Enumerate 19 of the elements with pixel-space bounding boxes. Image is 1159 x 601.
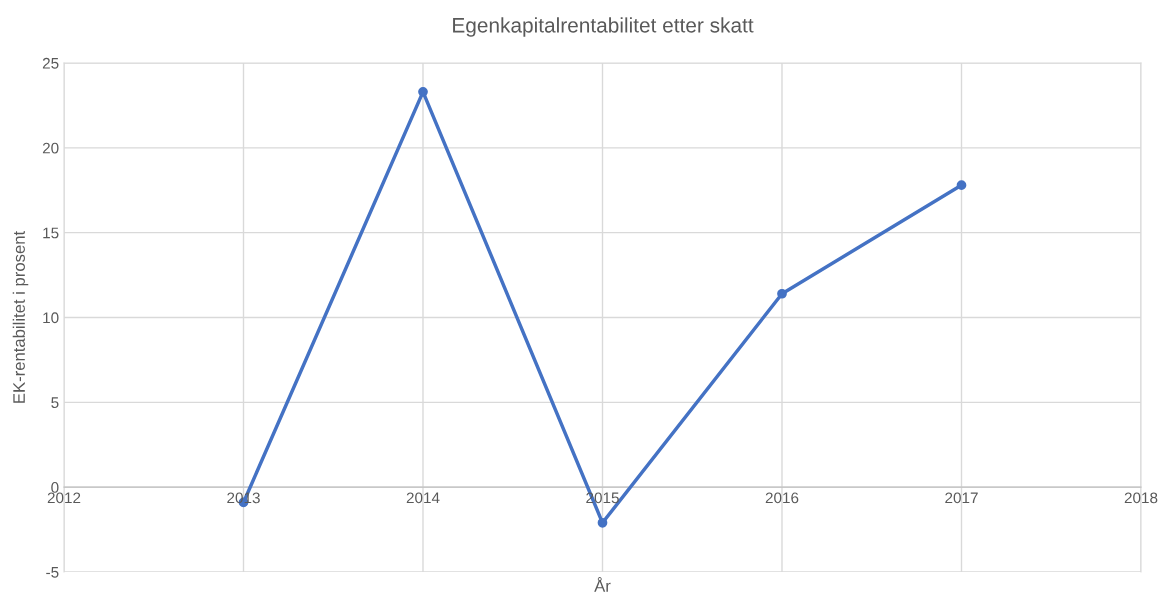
y-tick-label: 20 — [42, 142, 59, 154]
x-tick-label: 2018 — [1124, 492, 1158, 504]
y-axis-title: EK-rentabilitet i prosent — [12, 231, 29, 403]
y-tick-label: 0 — [51, 482, 59, 493]
y-tick-label: 10 — [43, 312, 59, 324]
point — [956, 180, 967, 191]
x-tick-label: 2014 — [406, 492, 440, 504]
point — [418, 86, 428, 97]
chart-title: Egenkapitalrentabilitet etter skatt — [453, 17, 754, 37]
point — [597, 517, 608, 528]
y-tick-label: -5 — [46, 567, 59, 578]
x-tick-label: 2012 — [47, 492, 81, 504]
y-tick-label: 15 — [43, 227, 59, 239]
x-tick-label: 2017 — [945, 492, 978, 504]
y-tick-label: 5 — [51, 397, 59, 409]
x-axis-title: År — [594, 577, 611, 592]
point — [777, 288, 787, 299]
y-tick-label: 25 — [42, 57, 59, 69]
x-tick-label: 2016 — [765, 492, 799, 504]
